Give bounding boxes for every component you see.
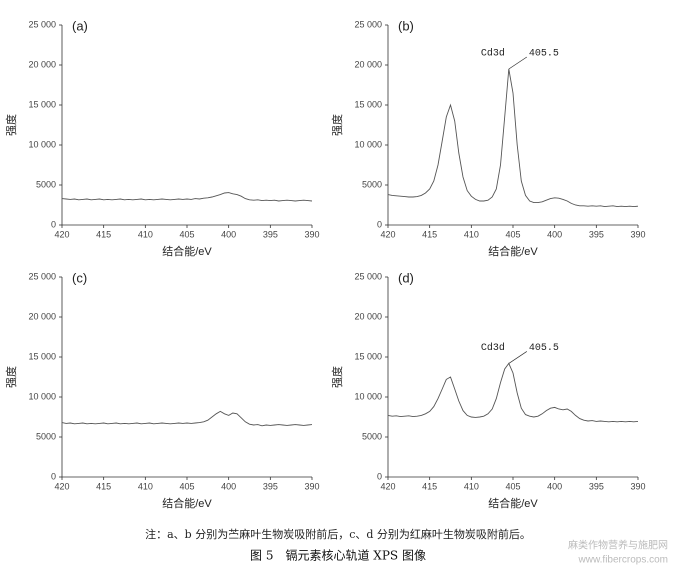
x-tick-label: 415 [96, 229, 111, 239]
x-tick-label: 395 [589, 481, 604, 491]
y-tick-label: 0 [377, 219, 382, 229]
panel-label: (b) [398, 18, 414, 33]
leader-line [508, 351, 528, 364]
x-axis-label: 结合能/eV [488, 244, 538, 258]
x-axis-label: 结合能/eV [488, 496, 538, 510]
x-tick-label: 405 [505, 229, 520, 239]
x-tick-label: 415 [96, 481, 111, 491]
panel-label: (a) [72, 18, 88, 33]
spectrum-line [387, 362, 639, 423]
x-tick-label: 405 [179, 481, 194, 491]
x-tick-label: 420 [54, 229, 69, 239]
annotation: 405.5 [529, 49, 559, 60]
x-tick-label: 390 [304, 481, 319, 491]
y-tick-label: 25 000 [354, 271, 382, 281]
y-tick-label: 5000 [362, 179, 382, 189]
x-tick-label: 390 [304, 229, 319, 239]
leader-line [508, 56, 528, 70]
x-tick-label: 400 [221, 481, 236, 491]
y-tick-label: 5000 [362, 431, 382, 441]
y-tick-label: 10 000 [28, 391, 56, 401]
y-tick-label: 15 000 [28, 351, 56, 361]
y-tick-label: 10 000 [354, 391, 382, 401]
x-tick-label: 415 [422, 481, 437, 491]
y-tick-label: 5000 [36, 431, 56, 441]
x-tick-label: 400 [547, 229, 562, 239]
y-tick-label: 15 000 [354, 99, 382, 109]
spectrum-line [61, 410, 313, 427]
y-axis-label: 强度 [330, 366, 344, 388]
x-tick-label: 395 [263, 481, 278, 491]
x-tick-label: 405 [505, 481, 520, 491]
x-tick-label: 410 [138, 229, 153, 239]
x-tick-label: 400 [221, 229, 236, 239]
annotation: Cd3d [481, 342, 505, 354]
x-tick-label: 390 [630, 481, 645, 491]
y-tick-label: 10 000 [354, 139, 382, 149]
panel-label: (d) [398, 270, 414, 285]
x-tick-label: 410 [464, 481, 479, 491]
caption: 注：a、b 分别为苎麻叶生物炭吸附前后，c、d 分别为红麻叶生物炭吸附前后。 [145, 527, 531, 541]
x-tick-label: 400 [547, 481, 562, 491]
y-axis-label: 强度 [4, 366, 18, 388]
y-tick-label: 20 000 [28, 59, 56, 69]
spectrum-line [61, 192, 313, 202]
spectrum-line [387, 68, 639, 208]
y-tick-label: 0 [51, 219, 56, 229]
x-tick-label: 420 [380, 229, 395, 239]
y-tick-label: 20 000 [354, 59, 382, 69]
x-tick-label: 410 [464, 229, 479, 239]
x-axis-label: 结合能/eV [162, 496, 212, 510]
x-tick-label: 395 [589, 229, 604, 239]
y-tick-label: 25 000 [354, 19, 382, 29]
figure-title: 图 5 镉元素核心轨道 XPS 图像 [250, 549, 426, 563]
x-tick-label: 405 [179, 229, 194, 239]
annotation: 405.5 [529, 343, 559, 354]
y-tick-label: 20 000 [28, 311, 56, 321]
y-tick-label: 5000 [36, 179, 56, 189]
x-tick-label: 415 [422, 229, 437, 239]
x-tick-label: 410 [138, 481, 153, 491]
x-axis-label: 结合能/eV [162, 244, 212, 258]
y-tick-label: 25 000 [28, 19, 56, 29]
y-axis-label: 强度 [330, 114, 344, 136]
y-tick-label: 15 000 [28, 99, 56, 109]
y-tick-label: 20 000 [354, 311, 382, 321]
watermark: www.fibercrops.com [578, 555, 668, 566]
y-axis-label: 强度 [4, 114, 18, 136]
y-tick-label: 10 000 [28, 139, 56, 149]
x-tick-label: 390 [630, 229, 645, 239]
watermark: 麻类作物营养与施肥网 [568, 539, 668, 552]
y-tick-label: 0 [377, 471, 382, 481]
panel-label: (c) [72, 270, 87, 285]
x-tick-label: 420 [380, 481, 395, 491]
y-tick-label: 15 000 [354, 351, 382, 361]
x-tick-label: 420 [54, 481, 69, 491]
y-tick-label: 25 000 [28, 271, 56, 281]
y-tick-label: 0 [51, 471, 56, 481]
x-tick-label: 395 [263, 229, 278, 239]
annotation: Cd3d [481, 48, 505, 60]
